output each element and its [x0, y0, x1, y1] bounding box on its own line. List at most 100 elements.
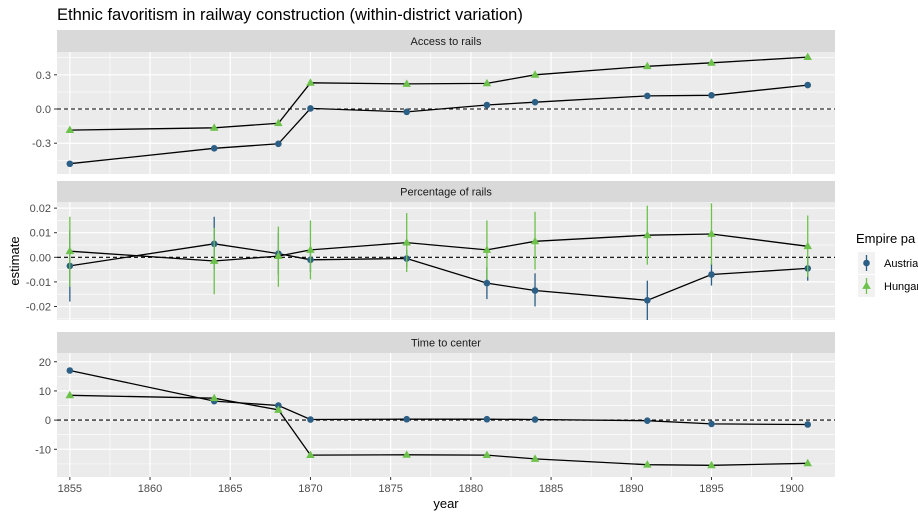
chart-title: Ethnic favoritism in railway constructio…	[57, 6, 523, 24]
legend-key-marker	[863, 259, 870, 267]
panel-1: Percentage of rails 0.02 0.01 0.00 -0.01 -0.0…	[26, 181, 835, 320]
y-tick-label: -0.02	[26, 301, 51, 313]
series-hungary	[65, 203, 813, 295]
x-tick-label: 1875	[378, 483, 402, 495]
panel-background	[57, 353, 835, 477]
data-point-triangle	[209, 393, 219, 402]
data-point-circle	[708, 420, 715, 428]
x-tick-label: 1885	[539, 483, 563, 495]
data-point-triangle	[65, 246, 75, 255]
data-point-triangle	[803, 52, 813, 61]
series-line	[69, 369, 808, 426]
data-point-triangle	[803, 241, 813, 250]
data-point-circle	[804, 81, 812, 89]
data-point-circle	[531, 98, 539, 106]
y-tick-label: 0.0	[36, 104, 51, 116]
data-point-circle	[66, 160, 74, 168]
data-point-circle	[403, 415, 410, 423]
panel-strip	[57, 30, 835, 52]
data-point-triangle	[707, 58, 716, 66]
x-tick-label: 1855	[58, 483, 82, 495]
data-point-circle	[483, 415, 491, 423]
legend-label: Hungar	[884, 281, 918, 293]
y-tick-label: 0.01	[30, 228, 51, 240]
series-line	[69, 56, 808, 131]
x-tick-label: 1900	[779, 483, 803, 495]
data-point-triangle	[530, 236, 540, 245]
x-axis-label: year	[433, 496, 459, 511]
legend-key-marker	[862, 281, 871, 289]
y-tick-label: 0.3	[36, 70, 51, 82]
panel-strip-label: Percentage of rails	[400, 187, 492, 199]
legend-key-hungary: Hungar	[858, 275, 918, 297]
y-tick-label: 0.00	[30, 252, 51, 264]
panel-strip	[57, 332, 835, 353]
series-line	[69, 233, 808, 262]
data-point-triangle	[274, 405, 283, 413]
series-line	[69, 84, 808, 165]
data-point-triangle	[306, 450, 315, 459]
y-axis-label: estimate	[7, 236, 22, 285]
panel-2: Time to center 20 10 0 -10	[35, 332, 835, 477]
y-tick-label: -0.01	[26, 277, 51, 289]
data-point-triangle	[65, 390, 75, 399]
data-point-circle	[275, 140, 282, 148]
panel-strip	[57, 181, 835, 202]
data-point-triangle	[643, 460, 652, 468]
y-tick-label: 10	[39, 386, 51, 398]
data-point-triangle	[274, 251, 283, 260]
data-point-circle	[210, 145, 218, 152]
data-point-triangle	[209, 256, 219, 264]
data-point-triangle	[643, 61, 652, 70]
series-austria	[66, 81, 812, 168]
data-point-triangle	[482, 78, 492, 87]
x-tick-label: 1895	[699, 483, 723, 495]
data-point-circle	[708, 271, 715, 278]
legend-key-austria: Austria	[858, 252, 918, 274]
panel-strip-label: Time to center	[411, 338, 481, 350]
y-tick-label: 20	[39, 357, 51, 369]
data-point-triangle	[643, 230, 652, 239]
legend-title: Empire pa	[856, 231, 916, 246]
x-tick-label: 1870	[298, 483, 322, 495]
data-point-circle	[644, 417, 651, 424]
x-tick-label: 1890	[619, 483, 643, 495]
data-point-triangle	[803, 458, 813, 467]
data-point-circle	[644, 92, 651, 100]
data-point-triangle	[482, 245, 492, 253]
series-hungary	[65, 52, 813, 134]
data-point-circle	[531, 416, 539, 423]
y-tick-label: -0.3	[32, 138, 51, 150]
data-point-triangle	[530, 454, 540, 462]
y-tick-label: 0.02	[30, 203, 51, 215]
data-point-circle	[483, 279, 491, 287]
data-point-triangle	[482, 450, 492, 459]
data-point-circle	[708, 92, 715, 99]
series-austria	[66, 367, 812, 428]
data-point-circle	[531, 287, 539, 294]
data-point-circle	[403, 108, 410, 116]
data-point-triangle	[306, 78, 315, 86]
panel-0: Access to rails 0.3 0.0 -0.3	[32, 30, 835, 174]
legend: Empire pa Austria Hungar	[856, 231, 918, 297]
series-hungary	[65, 390, 813, 469]
data-point-circle	[804, 421, 812, 428]
data-point-circle	[66, 367, 74, 374]
data-point-circle	[307, 105, 314, 112]
data-point-triangle	[274, 118, 283, 127]
x-tick-label: 1880	[459, 483, 483, 495]
y-tick-label: -10	[35, 444, 51, 456]
y-tick-label: 0	[45, 415, 51, 427]
panel-strip-label: Access to rails	[411, 36, 482, 48]
panel-background	[57, 202, 835, 320]
legend-label: Austria	[884, 258, 918, 270]
x-axis: 1855 1860 1865 1870 1875 1880 1885 1890 1895 1900	[58, 477, 804, 495]
panel-background	[57, 52, 835, 174]
data-point-triangle	[209, 123, 219, 131]
legend-keys: Austria Hungar	[858, 252, 918, 297]
data-point-triangle	[707, 460, 716, 469]
data-point-triangle	[530, 70, 540, 78]
data-point-triangle	[402, 238, 411, 246]
data-point-circle	[307, 416, 314, 423]
data-point-circle	[644, 297, 651, 304]
